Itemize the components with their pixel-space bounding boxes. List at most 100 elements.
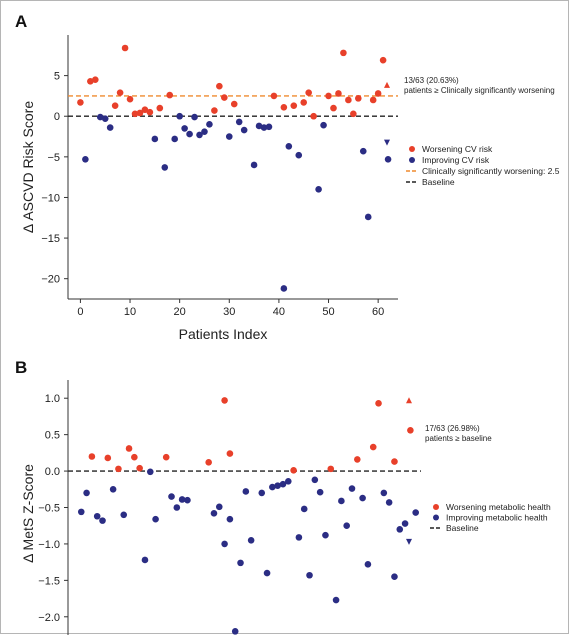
panel-a-worsening-point: [131, 110, 139, 118]
panel-b-improving-point: [141, 556, 149, 564]
panel-b-improving-point: [77, 508, 85, 516]
panel-a-worsening-point: [126, 95, 134, 103]
panel-a-improving-point: [280, 285, 288, 292]
panel-b-improving-point: [99, 517, 106, 524]
panel-b-improving-point: [343, 522, 350, 530]
panel-b-improving-point: [242, 488, 250, 495]
panel-a-range-arrow-head-up: [384, 81, 390, 88]
panel-a-worsening-point: [340, 49, 347, 57]
panel-b-improving-point: [401, 520, 409, 527]
panel-a-y-tick-label: 5: [54, 71, 60, 83]
panel-b-worsening-point: [88, 453, 96, 460]
panel-b-improving-point: [178, 496, 186, 503]
panel-a-improving-point: [359, 147, 367, 155]
panel-a-improving-point: [265, 123, 273, 131]
panel-b-improving-point: [322, 531, 329, 539]
panel-b-improving-point: [146, 468, 154, 476]
panel-b-improving-point: [279, 480, 287, 488]
panel-b-worsening-point: [369, 443, 377, 451]
panel-a-x-tick-label: 10: [124, 306, 136, 318]
panel-a-improving-point: [295, 151, 303, 159]
panel-a-worsening-point: [77, 99, 84, 106]
panel-a-y-axis-title: Δ ASCVD Risk Score: [20, 101, 36, 233]
panel-a-worsening-point: [121, 44, 129, 52]
panel-b-y-tick-label: 0.5: [45, 430, 60, 442]
panel-b-improving-point: [120, 511, 128, 519]
panel-a-worsening-point: [270, 92, 278, 100]
panel-a-improving-point: [225, 133, 233, 140]
panel-a-improving-point: [255, 122, 263, 130]
panel-a-improving-point: [364, 213, 372, 221]
panel-b-worsening-point: [407, 426, 414, 434]
panel-b-y-axis-title: Δ MetS Z-Score: [20, 464, 36, 563]
panel-b-worsening-point: [226, 450, 234, 457]
panel-a-worsening-point: [221, 94, 228, 101]
panel-b-worsening-point: [354, 456, 361, 463]
panel-a-legend-marker: [409, 157, 415, 163]
panel-a-y-tick-label: −10: [41, 192, 60, 204]
panel-b-improving-point: [263, 569, 271, 577]
panel-b-y-tick-label: −2.0: [38, 612, 60, 624]
panel-a-x-tick-label: 40: [273, 306, 285, 318]
panel-a-improving-point: [82, 155, 89, 163]
panel-b-worsening-point: [375, 400, 382, 407]
panel-b-range-arrow-head-up: [406, 397, 412, 404]
panel-b-improving-point: [83, 489, 90, 497]
panel-b-improving-point: [184, 496, 191, 504]
panel-a-worsening-point: [216, 82, 223, 90]
panel-b-improving-point: [247, 536, 255, 544]
panel-b-worsening-point: [104, 454, 112, 462]
panel-a-annotation-count: 13/63 (20.63%): [404, 76, 459, 85]
panel-b-improving-point: [269, 483, 276, 491]
panel-b-legend-marker: [433, 504, 439, 510]
panel-a-y-tick-label: −15: [41, 233, 60, 245]
panel-b-improving-point: [210, 510, 218, 517]
panel-b-improving-point: [380, 489, 388, 497]
panel-a-worsening-point: [141, 106, 149, 114]
panel-b-improving-point: [226, 515, 234, 523]
panel-b-improving-point: [93, 512, 101, 520]
panel-a-worsening-point: [136, 109, 144, 117]
panel-a-legend-label: Worsening CV risk: [422, 144, 493, 154]
panel-b-improving-point: [109, 485, 117, 493]
panel-b-improving-point: [258, 489, 266, 497]
panel-b-worsening-point: [125, 445, 133, 452]
panel-a-legend-marker: [409, 146, 415, 152]
panel-a-worsening-point: [374, 90, 382, 97]
panel-b-legend-label: Baseline: [446, 523, 479, 533]
panel-a-improving-point: [260, 124, 268, 131]
panel-b-improving-point: [338, 497, 345, 505]
panel-b-improving-point: [391, 573, 398, 581]
panel-b-improving-point: [364, 561, 372, 568]
panel-b-improving-point: [332, 596, 340, 604]
panel-b-letter: B: [15, 358, 27, 377]
panel-a-improving-point: [285, 142, 293, 150]
panel-b-worsening-point: [205, 459, 212, 466]
panel-b-worsening-point: [136, 464, 143, 472]
panel-b-worsening-point: [221, 397, 228, 404]
panel-b-improving-point: [412, 509, 419, 516]
panel-a-improving-point: [201, 128, 208, 135]
panel-b-y-tick-label: −1.5: [38, 575, 60, 587]
panel-b-worsening-point: [131, 453, 138, 461]
panel-b-improving-point: [237, 559, 244, 567]
panel-b-improving-point: [306, 571, 313, 579]
panel-a-improving-point: [315, 186, 322, 193]
panel-a-worsening-point: [335, 90, 342, 97]
panel-b-improving-point: [359, 494, 366, 502]
panel-b-worsening-point: [391, 458, 398, 465]
panel-b-improving-point: [168, 493, 175, 500]
panel-a-worsening-point: [325, 92, 332, 100]
panel-a-x-axis-title: Patients Index: [179, 326, 268, 342]
panel-a-range-arrow-head-down: [384, 139, 390, 146]
panel-a-improving-point: [186, 130, 193, 138]
panel-a-letter: A: [15, 12, 27, 31]
panel-b-legend-marker: [433, 514, 439, 521]
panel-a-worsening-point: [91, 76, 99, 83]
panel-a-worsening-point: [211, 107, 218, 114]
panel-b-improving-point: [231, 628, 239, 635]
panel-a-improving-point: [235, 118, 243, 126]
panel-a-worsening-point: [111, 102, 119, 109]
panel-a-worsening-point: [146, 108, 154, 116]
